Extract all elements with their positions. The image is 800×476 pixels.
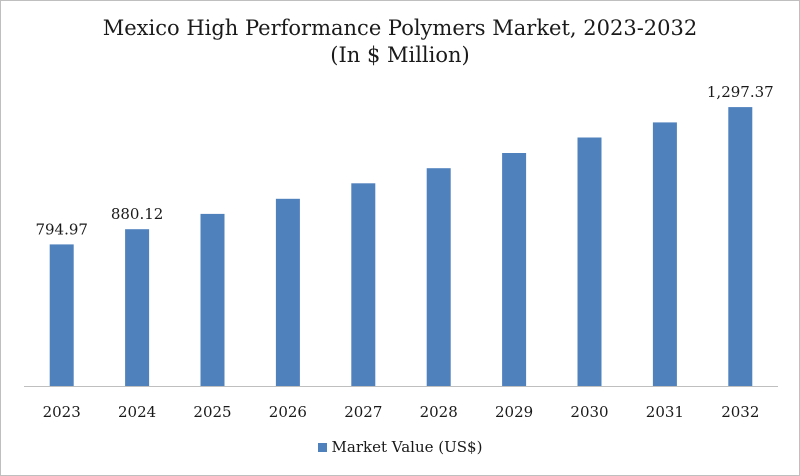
bar-2023 bbox=[49, 244, 74, 386]
x-tick-label-2025: 2025 bbox=[193, 403, 231, 421]
legend-label: Market Value (US$) bbox=[331, 438, 483, 456]
x-tick-label-2032: 2032 bbox=[721, 403, 759, 421]
chart-title-block: Mexico High Performance Polymers Market,… bbox=[1, 15, 799, 69]
x-tick-label-2029: 2029 bbox=[495, 403, 533, 421]
bar-2027 bbox=[351, 183, 376, 386]
bar-2025 bbox=[200, 213, 225, 386]
bar-2029 bbox=[502, 153, 527, 386]
x-tick-label-2023: 2023 bbox=[43, 403, 81, 421]
x-tick-label-2024: 2024 bbox=[118, 403, 156, 421]
data-label-2032: 1,297.37 bbox=[707, 83, 774, 101]
x-tick-label-2026: 2026 bbox=[269, 403, 307, 421]
x-tick-label-2030: 2030 bbox=[570, 403, 608, 421]
data-label-2024: 880.12 bbox=[111, 205, 164, 223]
bar-2032 bbox=[728, 107, 753, 386]
chart-title: Mexico High Performance Polymers Market,… bbox=[102, 16, 698, 40]
legend-swatch bbox=[317, 442, 327, 452]
chart-subtitle: (In $ Million) bbox=[330, 43, 470, 67]
bar-2031 bbox=[652, 122, 677, 387]
x-tick-label-2028: 2028 bbox=[420, 403, 458, 421]
legend: Market Value (US$) bbox=[1, 438, 799, 456]
bar-2024 bbox=[125, 229, 150, 386]
bar-2026 bbox=[275, 198, 300, 386]
x-tick-label-2031: 2031 bbox=[646, 403, 684, 421]
data-label-2023: 794.97 bbox=[35, 220, 88, 238]
bar-2028 bbox=[426, 168, 451, 386]
x-tick-label-2027: 2027 bbox=[344, 403, 382, 421]
bar-2030 bbox=[577, 137, 602, 386]
